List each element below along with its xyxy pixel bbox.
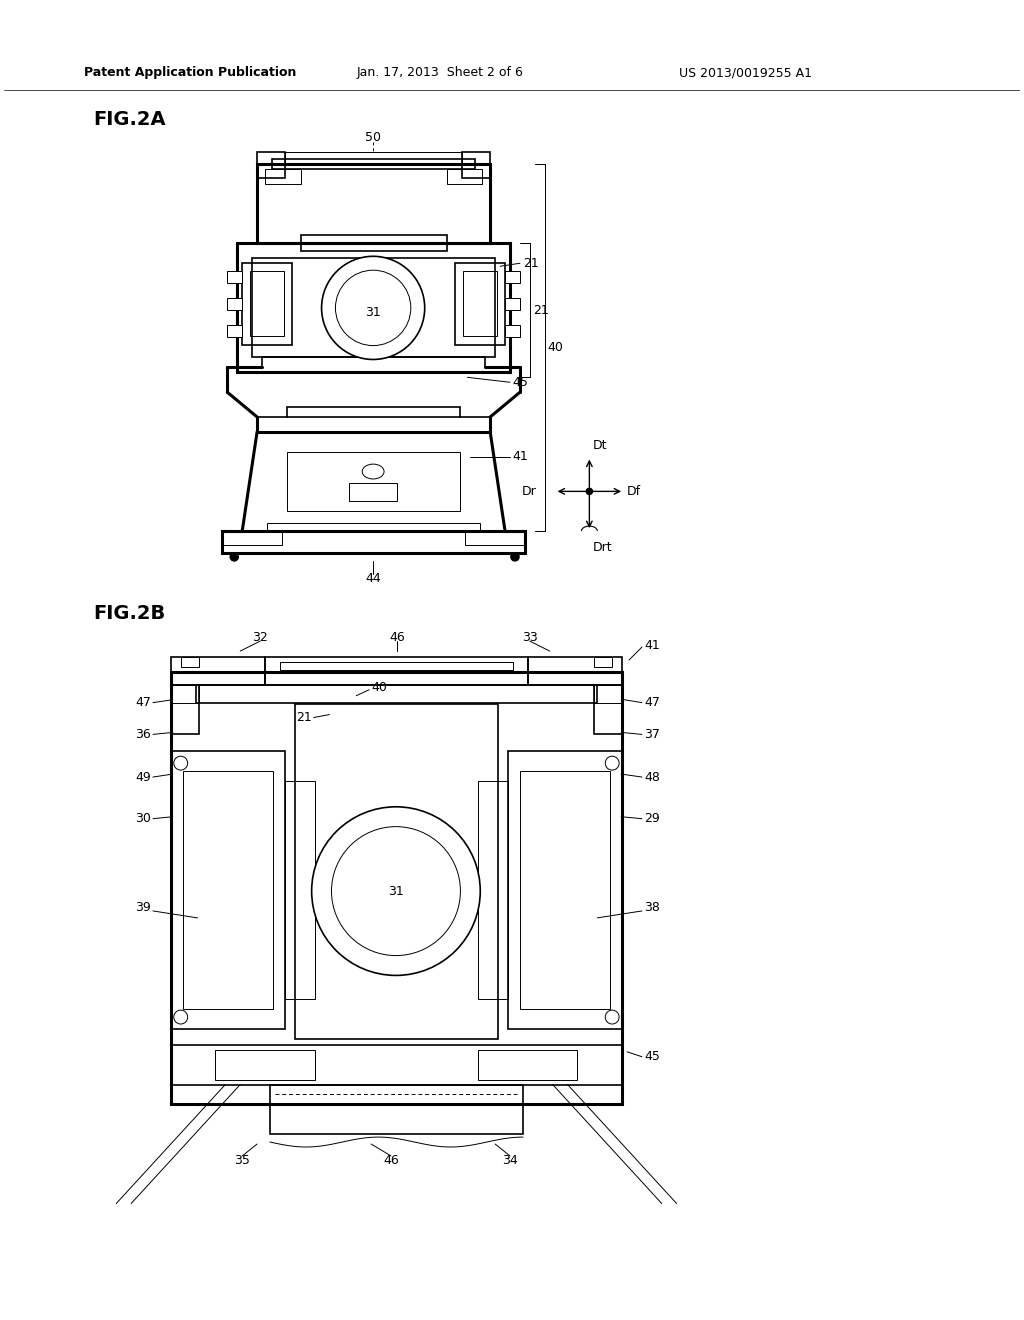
Bar — [505, 325, 520, 337]
Bar — [594, 685, 623, 702]
Bar — [265, 657, 527, 685]
Bar — [594, 685, 623, 734]
Text: Df: Df — [627, 484, 641, 498]
Text: 33: 33 — [522, 631, 538, 644]
Text: 46: 46 — [389, 631, 404, 644]
Bar — [257, 164, 490, 243]
Text: FIG.2B: FIG.2B — [93, 603, 166, 623]
Bar — [285, 781, 314, 999]
Text: Patent Application Publication: Patent Application Publication — [84, 66, 296, 79]
Circle shape — [174, 1010, 187, 1024]
Text: 32: 32 — [252, 631, 268, 644]
Bar — [505, 298, 520, 310]
Text: 44: 44 — [366, 572, 381, 585]
Text: 46: 46 — [383, 1155, 399, 1167]
Circle shape — [511, 553, 519, 561]
Bar — [280, 663, 513, 671]
Text: 47: 47 — [135, 696, 151, 709]
Bar — [287, 451, 461, 511]
Bar — [243, 263, 292, 345]
Bar — [349, 483, 397, 502]
Bar — [227, 298, 243, 310]
Bar — [171, 672, 623, 1105]
Text: 30: 30 — [135, 812, 151, 825]
Text: 39: 39 — [135, 902, 151, 915]
Bar — [171, 657, 265, 685]
Bar — [227, 271, 243, 282]
Text: 36: 36 — [135, 727, 151, 741]
Text: 38: 38 — [644, 902, 659, 915]
Text: 45: 45 — [644, 1051, 659, 1063]
Text: 47: 47 — [644, 696, 659, 709]
Bar — [222, 531, 525, 553]
Text: Dr: Dr — [522, 484, 537, 498]
Bar — [252, 259, 496, 358]
Circle shape — [174, 756, 187, 770]
Text: 37: 37 — [644, 727, 659, 741]
Bar — [463, 152, 490, 178]
Bar — [285, 152, 463, 164]
Bar — [182, 771, 273, 1008]
Text: Jan. 17, 2013  Sheet 2 of 6: Jan. 17, 2013 Sheet 2 of 6 — [356, 66, 523, 79]
Bar — [222, 531, 282, 545]
Text: 49: 49 — [135, 771, 151, 784]
Text: 40: 40 — [371, 681, 387, 694]
Bar — [594, 657, 612, 667]
Bar — [171, 685, 199, 702]
Circle shape — [605, 756, 620, 770]
Bar — [301, 235, 446, 251]
Bar — [508, 751, 623, 1030]
Bar — [505, 271, 520, 282]
Text: 34: 34 — [502, 1155, 518, 1167]
Text: US 2013/0019255 A1: US 2013/0019255 A1 — [679, 66, 812, 79]
Bar — [257, 152, 285, 178]
Bar — [464, 271, 497, 335]
Text: FIG.2A: FIG.2A — [93, 110, 166, 129]
Text: 29: 29 — [644, 812, 659, 825]
Bar — [272, 160, 475, 169]
Bar — [267, 523, 480, 531]
Bar — [171, 751, 285, 1030]
Circle shape — [605, 1010, 620, 1024]
Bar — [527, 657, 623, 685]
Bar — [456, 263, 505, 345]
Text: 45: 45 — [512, 376, 528, 389]
Circle shape — [311, 807, 480, 975]
Circle shape — [230, 553, 239, 561]
Bar — [265, 169, 301, 183]
Text: 31: 31 — [366, 306, 381, 319]
Bar — [227, 325, 243, 337]
Text: 41: 41 — [512, 450, 527, 463]
Text: 21: 21 — [523, 257, 539, 269]
Bar — [215, 1049, 314, 1080]
Bar — [171, 1045, 623, 1085]
Text: 48: 48 — [644, 771, 659, 784]
Bar — [180, 657, 199, 667]
Bar — [465, 531, 525, 545]
Circle shape — [587, 488, 592, 495]
Bar — [478, 1049, 578, 1080]
Circle shape — [336, 271, 411, 346]
Bar — [520, 771, 610, 1008]
Text: Drt: Drt — [592, 541, 612, 554]
Text: 31: 31 — [388, 884, 403, 898]
Bar — [196, 685, 597, 702]
Bar — [287, 407, 461, 417]
Circle shape — [332, 826, 461, 956]
Text: 21: 21 — [532, 305, 549, 317]
Bar — [295, 704, 498, 1039]
Text: 35: 35 — [234, 1155, 250, 1167]
Circle shape — [322, 256, 425, 359]
Bar — [270, 1085, 523, 1134]
Bar — [250, 271, 284, 335]
Text: 40: 40 — [548, 341, 563, 354]
Text: 41: 41 — [644, 639, 659, 652]
Bar — [446, 169, 482, 183]
Text: Dt: Dt — [592, 438, 607, 451]
Bar — [478, 781, 508, 999]
Text: 21: 21 — [296, 711, 311, 725]
Text: 50: 50 — [366, 131, 381, 144]
Bar — [238, 243, 510, 372]
Bar — [171, 685, 199, 734]
